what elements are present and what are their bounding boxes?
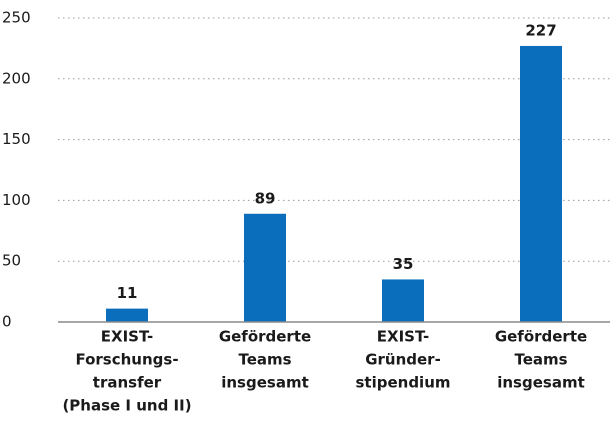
- x-tick-label: EXIST-: [101, 328, 153, 346]
- bar: [244, 213, 286, 322]
- x-tick-label: (Phase I und II): [62, 397, 191, 415]
- y-tick-label: 50: [2, 252, 21, 270]
- value-label: 89: [255, 189, 276, 207]
- x-tick-label: transfer: [93, 374, 162, 392]
- x-tick-label: EXIST-: [377, 328, 429, 346]
- y-tick-label: 200: [2, 69, 31, 87]
- bar: [520, 45, 562, 323]
- x-tick-label: Geförderte: [495, 328, 587, 346]
- x-tick-label: Teams: [238, 351, 291, 369]
- bar: [382, 279, 424, 322]
- value-label: 35: [393, 255, 414, 273]
- x-tick-label: Geförderte: [219, 328, 311, 346]
- x-tick-label: Teams: [514, 351, 567, 369]
- x-tick-label: Forschungs-: [75, 351, 178, 369]
- value-label: 11: [117, 284, 138, 302]
- value-label: 227: [525, 21, 556, 39]
- bar: [106, 308, 148, 322]
- x-tick-label: insgesamt: [497, 374, 585, 392]
- x-tick-label: stipendium: [355, 374, 450, 392]
- y-tick-label: 150: [2, 130, 31, 148]
- y-tick-label: 0: [2, 313, 12, 331]
- y-tick-label: 100: [2, 191, 31, 209]
- x-tick-label: Gründer-: [365, 351, 441, 369]
- y-tick-label: 250: [2, 9, 31, 27]
- x-tick-label: insgesamt: [221, 374, 309, 392]
